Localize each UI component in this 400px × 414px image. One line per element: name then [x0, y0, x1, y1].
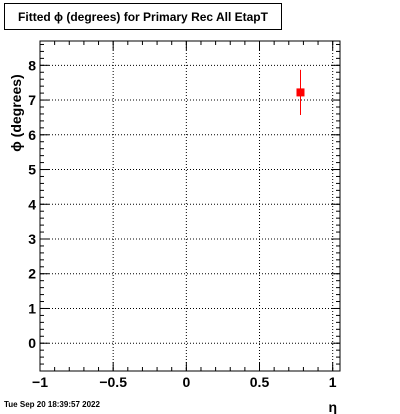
- y-tick-label: 5: [28, 162, 36, 178]
- x-tick-label: 0.5: [250, 374, 270, 390]
- y-axis-title: ϕ (degrees): [8, 74, 24, 151]
- y-tick-label: 4: [28, 196, 36, 212]
- y-tick-label: 2: [28, 266, 36, 282]
- ticks: [39, 41, 340, 372]
- x-tick-label: 1: [329, 374, 337, 390]
- x-tick-label: 0: [182, 374, 190, 390]
- plot-frame: [39, 40, 341, 372]
- y-tick-label: 6: [28, 127, 36, 143]
- x-tick-label: −0.5: [99, 374, 127, 390]
- x-axis-title: η: [328, 399, 337, 414]
- chart-title: Fitted ϕ (degrees) for Primary Rec All E…: [4, 3, 282, 30]
- y-tick-label: 8: [28, 57, 36, 73]
- data-point: [296, 88, 305, 97]
- timestamp: Tue Sep 20 18:39:57 2022: [4, 400, 100, 409]
- y-tick-label: 7: [28, 92, 36, 108]
- y-tick-label: 0: [28, 335, 36, 351]
- x-tick-label: −1: [32, 374, 48, 390]
- y-tick-label: 1: [28, 300, 36, 316]
- tick-labels: −1 −0.5 0 0.5 1 0 1 2 3 4 5 6 7 8: [28, 57, 337, 390]
- data-points: [296, 69, 305, 115]
- grid: [39, 41, 340, 371]
- y-tick-label: 3: [28, 231, 36, 247]
